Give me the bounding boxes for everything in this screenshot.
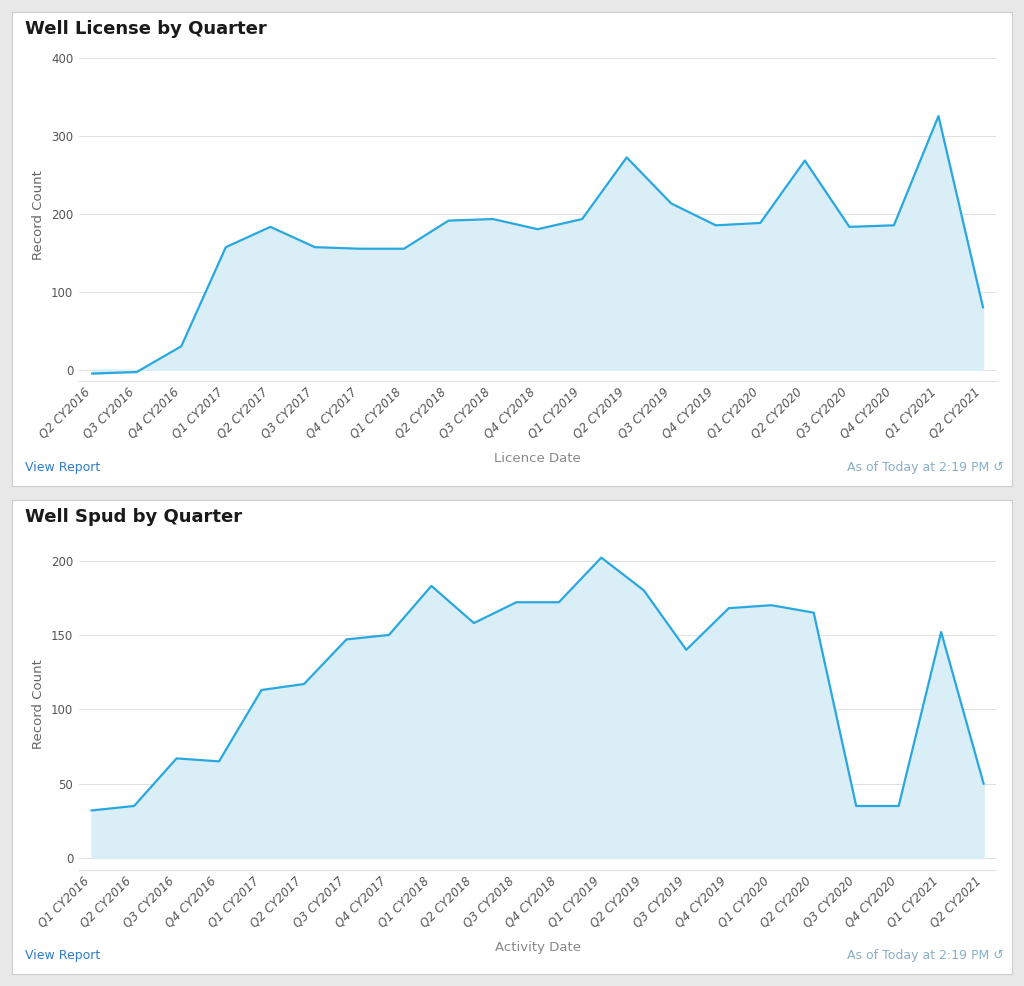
Text: Well Spud by Quarter: Well Spud by Quarter — [25, 509, 242, 527]
Text: Well License by Quarter: Well License by Quarter — [25, 20, 266, 37]
Text: As of Today at 2:19 PM ↺: As of Today at 2:19 PM ↺ — [847, 950, 1004, 962]
Y-axis label: Record Count: Record Count — [33, 171, 45, 260]
X-axis label: Licence Date: Licence Date — [495, 453, 581, 465]
Text: View Report: View Report — [25, 950, 99, 962]
Y-axis label: Record Count: Record Count — [33, 660, 45, 749]
Text: As of Today at 2:19 PM ↺: As of Today at 2:19 PM ↺ — [847, 460, 1004, 474]
X-axis label: Activity Date: Activity Date — [495, 941, 581, 954]
Text: View Report: View Report — [25, 460, 99, 474]
